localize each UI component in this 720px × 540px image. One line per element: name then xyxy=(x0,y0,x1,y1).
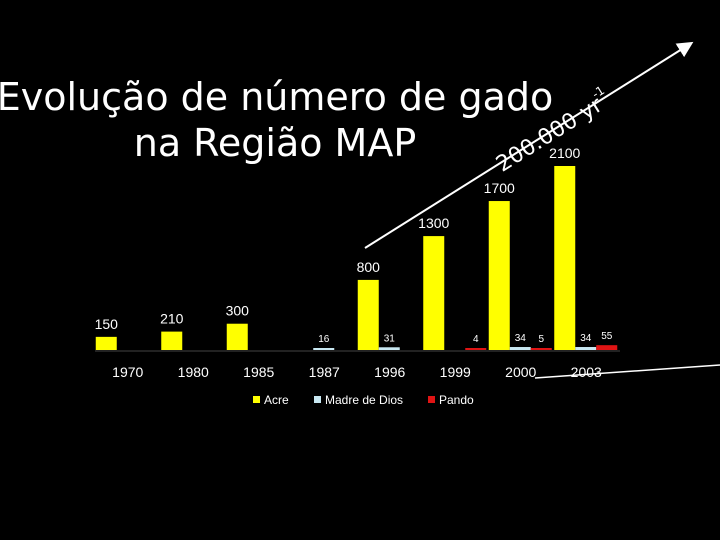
bar xyxy=(423,236,445,350)
bar xyxy=(509,347,531,350)
data-label: 800 xyxy=(357,259,381,275)
bar xyxy=(575,347,597,350)
x-tick-label: 1987 xyxy=(309,364,340,380)
data-label: 5 xyxy=(538,334,544,345)
trend-arrow xyxy=(364,41,694,249)
legend-label: Acre xyxy=(264,393,289,407)
data-label: 4 xyxy=(473,334,479,345)
data-label: 300 xyxy=(226,303,250,319)
data-label: 31 xyxy=(384,333,396,344)
data-label: 2100 xyxy=(549,145,580,161)
bar xyxy=(161,331,183,350)
bar xyxy=(378,347,400,350)
data-label: 150 xyxy=(95,316,119,332)
legend-swatch xyxy=(314,396,321,403)
legend-swatch xyxy=(253,396,260,403)
data-label: 210 xyxy=(160,311,184,327)
bar xyxy=(596,345,618,350)
legend-label: Madre de Dios xyxy=(325,393,403,407)
x-tick-label: 1985 xyxy=(243,364,274,380)
data-label: 1300 xyxy=(418,215,449,231)
x-tick-label: 2003 xyxy=(571,364,602,380)
bar xyxy=(530,348,552,350)
bar xyxy=(465,348,487,350)
legend-swatch xyxy=(428,396,435,403)
bar xyxy=(95,336,117,350)
x-tick-label: 2000 xyxy=(505,364,536,380)
data-label: 16 xyxy=(318,334,330,345)
x-tick-label: 1999 xyxy=(440,364,471,380)
bar xyxy=(226,323,248,350)
x-tick-label: 1980 xyxy=(178,364,209,380)
pointer-line xyxy=(534,364,720,379)
legend-label: Pando xyxy=(439,393,474,407)
title-line: Evolução de número de gado xyxy=(0,75,553,119)
data-label: 1700 xyxy=(484,180,515,196)
x-tick-label: 1996 xyxy=(374,364,405,380)
data-label: 34 xyxy=(580,333,592,344)
x-tick-label: 1970 xyxy=(112,364,143,380)
bar xyxy=(313,348,335,350)
bar xyxy=(357,279,379,350)
data-label: 34 xyxy=(515,333,527,344)
data-label: 55 xyxy=(601,331,613,342)
bar xyxy=(488,201,510,350)
bar xyxy=(554,166,576,350)
title-line: na Região MAP xyxy=(134,121,417,165)
